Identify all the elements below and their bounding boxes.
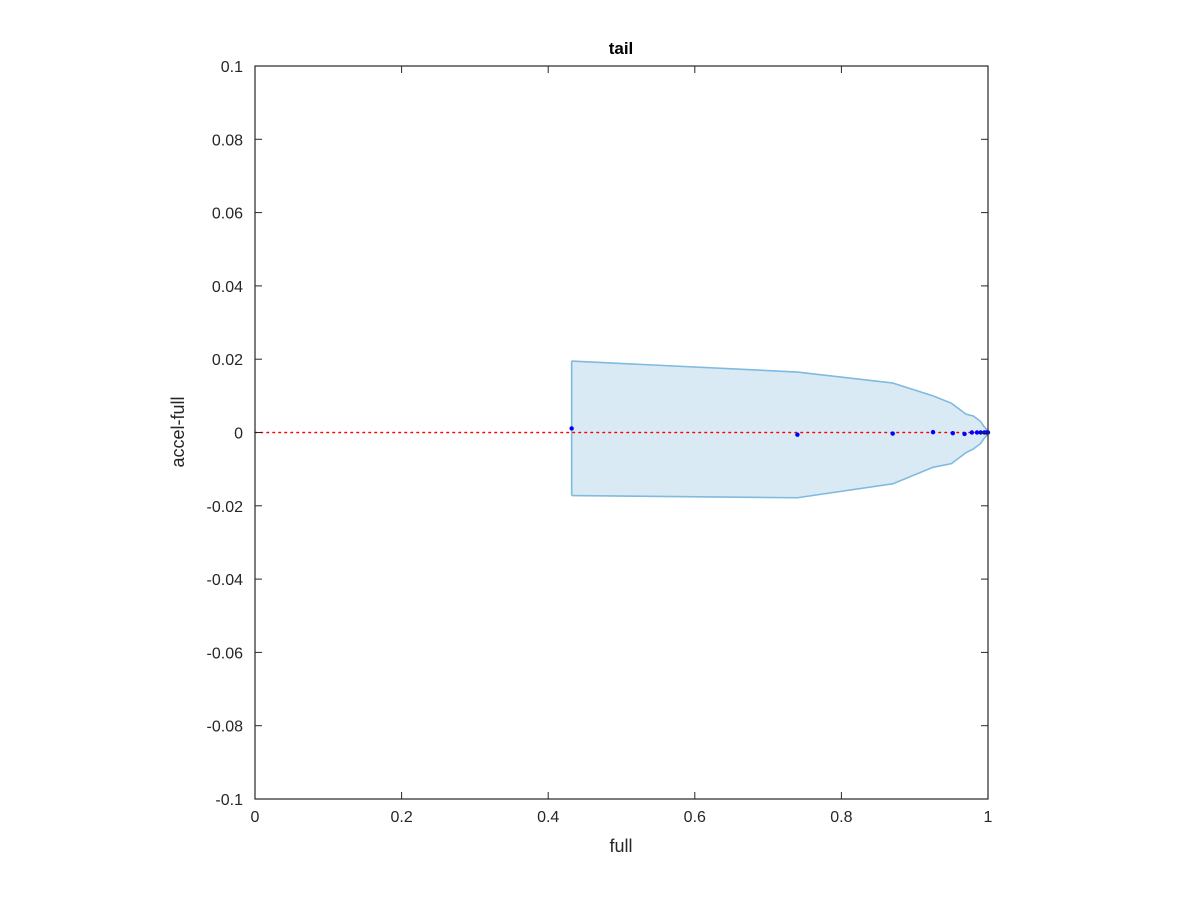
confidence-band-layer <box>570 360 989 499</box>
data-point-6 <box>969 430 975 435</box>
data-point-5 <box>962 431 967 437</box>
y-tick-label-9: -0.08 <box>207 719 244 736</box>
y-tick-label-5: 0 <box>234 426 243 443</box>
data-point-8 <box>978 430 983 435</box>
confidence-band-fill <box>571 361 988 498</box>
x-tick-label-2: 0.4 <box>537 809 559 826</box>
y-tick-label-2: 0.06 <box>212 206 243 223</box>
x-tick-label-3: 0.6 <box>684 809 706 826</box>
x-axis-label: full <box>609 836 632 856</box>
data-point-2 <box>890 431 895 436</box>
y-axis-label: accel-full <box>168 396 188 467</box>
x-tick-label-1: 0.2 <box>390 809 412 826</box>
confidence-band-upper-edge <box>571 360 989 432</box>
y-tick-label-8: -0.06 <box>207 645 244 662</box>
data-point-0 <box>569 426 574 431</box>
y-tick-label-1: 0.08 <box>212 132 243 149</box>
x-tick-label-4: 0.8 <box>830 809 852 826</box>
chart-title: tail <box>609 39 634 58</box>
data-point-7 <box>974 430 980 435</box>
y-tick-label-0: 0.1 <box>221 59 243 76</box>
data-point-1 <box>795 432 800 437</box>
y-tick-label-10: -0.1 <box>215 792 243 809</box>
data-points-layer <box>569 426 991 437</box>
data-point-4 <box>950 431 956 436</box>
y-tick-label-4: 0.02 <box>212 352 243 369</box>
x-ticks-layer: 0 0.2 0.4 0.6 0.8 1 <box>251 66 993 826</box>
x-tick-label-0: 0 <box>251 809 260 826</box>
y-tick-label-3: 0.04 <box>212 279 243 296</box>
y-tick-label-6: -0.02 <box>207 499 244 516</box>
confidence-band-lower-edge <box>571 433 989 499</box>
y-ticks-layer: 0.1 0.08 0.06 0.04 0.02 0 -0.02 -0.04 -0.06 -0.08… <box>207 59 988 809</box>
data-point-3 <box>930 429 936 435</box>
y-tick-label-7: -0.04 <box>207 572 244 589</box>
x-tick-label-5: 1 <box>984 809 993 826</box>
